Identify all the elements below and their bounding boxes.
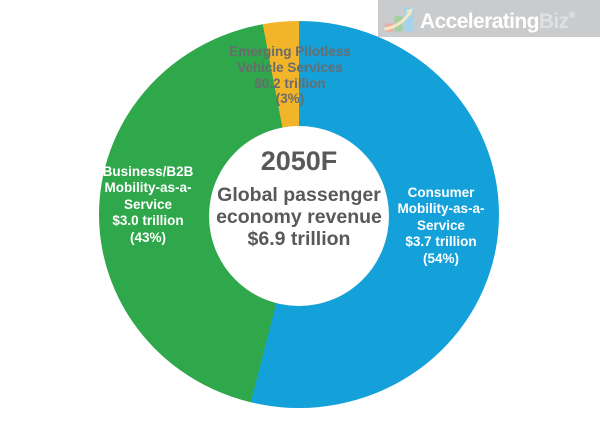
label-line: Service: [416, 217, 466, 233]
label-line: Mobility-as-a-: [104, 180, 192, 196]
label-business-b2b-maas: Business/B2B Mobility-as-a- Service $3.0…: [63, 164, 233, 246]
label-line: (43%): [129, 229, 166, 245]
label-line: Business/B2B: [102, 164, 194, 179]
label-line: $3.0 trillion: [112, 213, 184, 229]
logo-bar: AcceleratingBiz®: [378, 0, 600, 37]
label-emerging-pilotless: Emerging Pilotless Vehicle Services $0.2…: [190, 44, 390, 107]
label-line: Consumer: [407, 185, 475, 200]
logo-wordmark: AcceleratingBiz®: [420, 0, 575, 40]
subtitle-line: Global passenger: [217, 184, 381, 206]
logo-text-secondary: Biz: [538, 10, 569, 33]
growth-chart-icon: [384, 7, 413, 31]
chart-center-title: 2050F Global passenger economy revenue $…: [189, 147, 409, 250]
label-line: $3.7 trillion: [405, 234, 477, 250]
label-line: (54%): [422, 250, 459, 266]
registered-trademark-symbol: ®: [568, 10, 576, 20]
donut-hole: [209, 126, 389, 306]
subtitle-line: $6.9 trillion: [247, 228, 351, 250]
label-line: (3%): [275, 91, 305, 107]
label-line: Vehicle Services: [237, 59, 343, 75]
label-line: Emerging Pilotless: [229, 44, 351, 59]
logo-text-primary: Accelerating: [420, 10, 539, 33]
chart-subtitle: Global passenger economy revenue $6.9 tr…: [189, 184, 409, 250]
label-consumer-maas: Consumer Mobility-as-a- Service $3.7 tri…: [356, 185, 526, 267]
label-line: Mobility-as-a-: [397, 201, 485, 217]
forecast-year: 2050F: [260, 146, 338, 176]
subtitle-line: economy revenue: [216, 206, 382, 228]
label-line: Service: [123, 196, 173, 212]
label-line: $0.2 trillion: [254, 75, 326, 91]
